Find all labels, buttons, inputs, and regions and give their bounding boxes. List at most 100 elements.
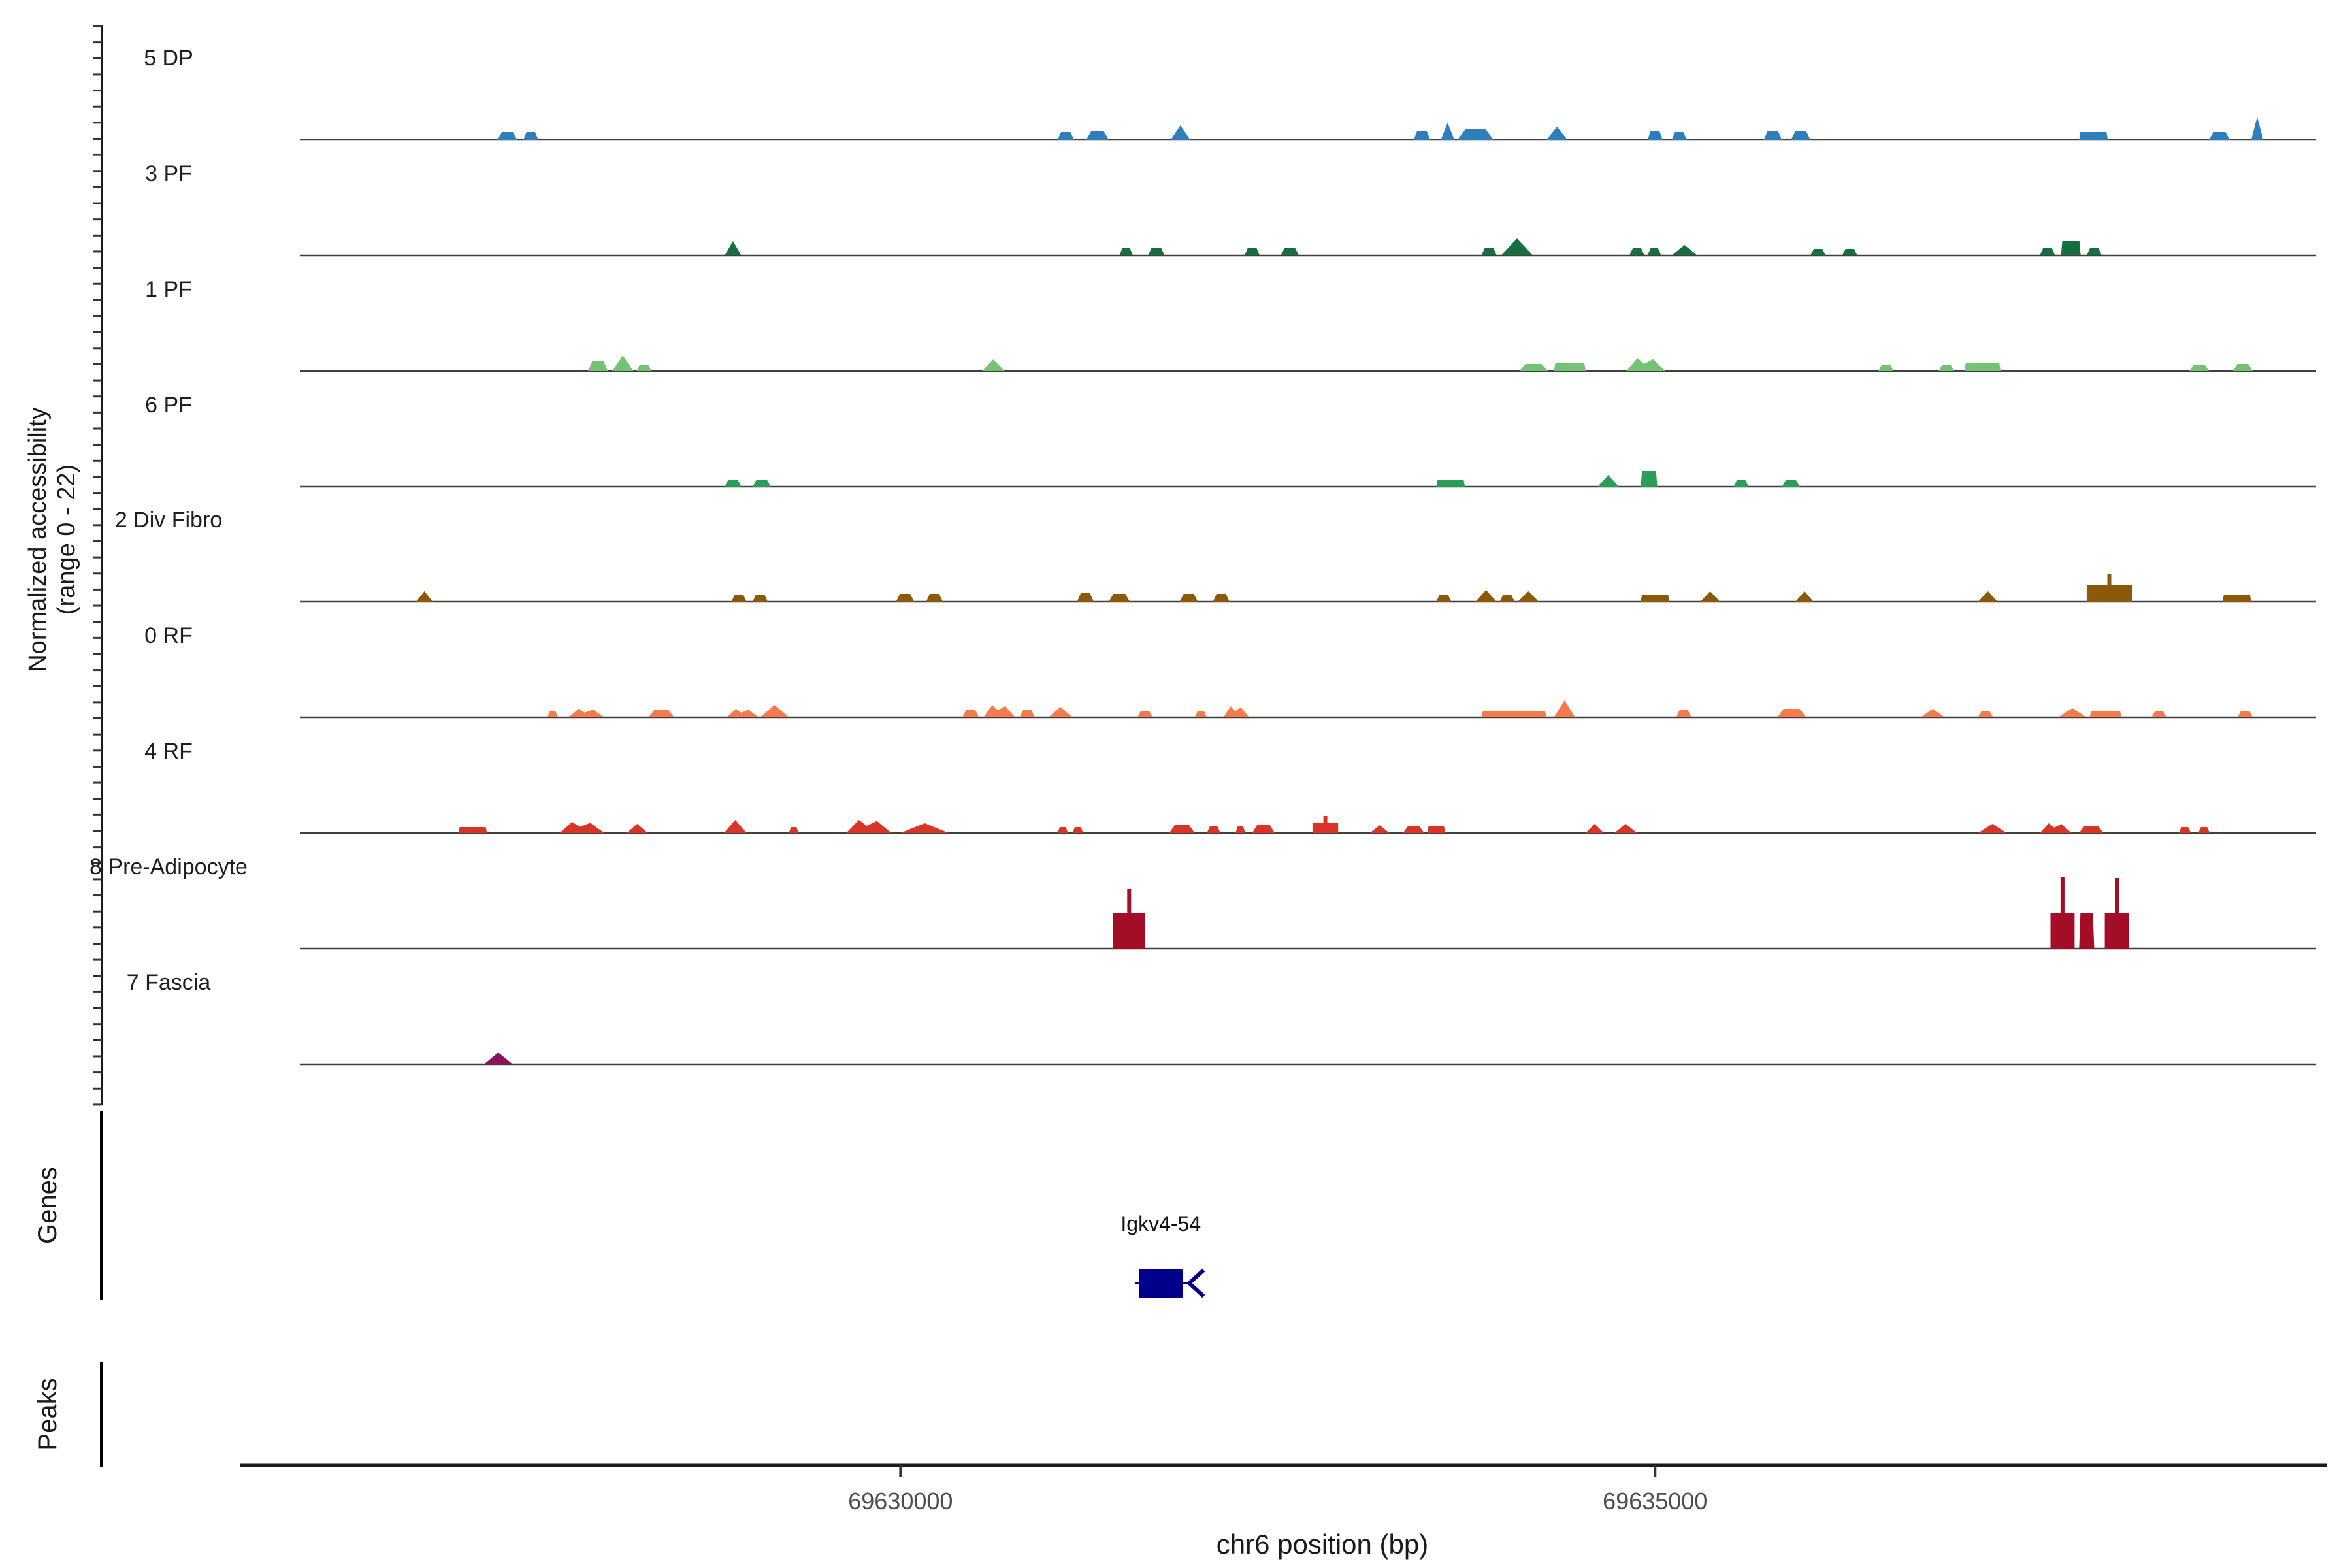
coverage-peak bbox=[1245, 248, 1260, 255]
coverage-peak bbox=[1499, 595, 1515, 602]
coverage-peak bbox=[1223, 706, 1249, 717]
coverage-peak bbox=[1920, 709, 1945, 717]
track-label-0: 5 DP bbox=[144, 46, 193, 71]
coverage-peak bbox=[1048, 707, 1073, 717]
y-axis-title-line2: (range 0 - 22) bbox=[53, 465, 80, 615]
x-axis-tick-label: 69635000 bbox=[1603, 1488, 1707, 1514]
coverage-peak bbox=[1207, 826, 1220, 833]
coverage-peak bbox=[1978, 591, 1998, 602]
track-label-7: 8 Pre-Adipocyte bbox=[90, 855, 248, 879]
coverage-peak bbox=[1519, 364, 1548, 371]
genes-section-label: Genes bbox=[33, 1167, 62, 1244]
coverage-peak bbox=[1810, 249, 1826, 255]
coverage-peak bbox=[2151, 711, 2167, 717]
coverage-peak bbox=[2058, 708, 2087, 717]
coverage-peak bbox=[753, 480, 771, 487]
coverage-peak bbox=[568, 709, 605, 717]
track-label-1: 3 PF bbox=[145, 161, 192, 186]
coverage-peak bbox=[1057, 132, 1074, 140]
coverage-peak bbox=[725, 241, 742, 255]
coverage-peak bbox=[1641, 471, 1658, 487]
coverage-peak bbox=[1148, 248, 1165, 255]
coverage-peak bbox=[1481, 711, 1546, 717]
coverage-peak bbox=[1626, 358, 1666, 371]
coverage-peak bbox=[2040, 248, 2055, 255]
coverage-peak bbox=[612, 355, 634, 371]
coverage-peak bbox=[1252, 825, 1275, 833]
coverage-peak bbox=[1137, 711, 1153, 717]
track-label-5: 0 RF bbox=[144, 623, 193, 648]
coverage-peak bbox=[1475, 590, 1497, 602]
coverage-peak bbox=[497, 132, 517, 140]
coverage-peak bbox=[1782, 480, 1800, 487]
track-label-4: 2 Div Fibro bbox=[115, 508, 222, 532]
coverage-peak bbox=[1441, 123, 1455, 140]
coverage-peak bbox=[523, 132, 538, 140]
track-label-6: 4 RF bbox=[144, 739, 193, 764]
coverage-peak bbox=[1614, 824, 1637, 833]
coverage-peak bbox=[1763, 131, 1782, 140]
coverage-peak bbox=[926, 594, 943, 602]
coverage-peak bbox=[2178, 827, 2191, 833]
coverage-peak bbox=[2198, 827, 2210, 833]
coverage-peak bbox=[1170, 125, 1190, 140]
coverage-peak bbox=[1733, 480, 1749, 487]
coverage-peak bbox=[1019, 710, 1035, 717]
coverage-peak bbox=[547, 711, 558, 717]
track-label-2: 1 PF bbox=[145, 277, 192, 302]
coverage-peak bbox=[1057, 827, 1068, 833]
coverage-peak bbox=[846, 820, 892, 833]
y-axis-title-line1: Normalized accessibility bbox=[24, 407, 52, 672]
coverage-peak bbox=[2233, 364, 2253, 371]
coverage-peak bbox=[2251, 117, 2264, 140]
coverage-peak bbox=[1179, 594, 1198, 602]
coverage-peak bbox=[1501, 238, 1533, 255]
coverage-peak bbox=[1554, 363, 1586, 371]
coverage-peak bbox=[1427, 826, 1446, 833]
coverage-peak bbox=[1109, 594, 1130, 602]
coverage-peak bbox=[1481, 248, 1497, 255]
coverage-peak bbox=[1413, 131, 1431, 140]
coverage-peak bbox=[2209, 132, 2230, 140]
x-axis-title: chr6 position (bp) bbox=[1217, 1529, 1429, 1560]
coverage-peak bbox=[1072, 827, 1083, 833]
coverage-peak bbox=[2189, 365, 2209, 371]
coverage-peak bbox=[1546, 127, 1568, 140]
coverage-peak bbox=[983, 705, 1015, 717]
coverage-peak bbox=[725, 480, 742, 487]
gene-box bbox=[1139, 1269, 1183, 1298]
coverage-peak bbox=[896, 594, 915, 602]
coverage-peak bbox=[1777, 709, 1806, 717]
coverage-peak bbox=[2061, 241, 2081, 255]
coverage-peak bbox=[588, 361, 608, 371]
coverage-peak bbox=[1077, 593, 1094, 602]
coverage-peak bbox=[1235, 826, 1246, 833]
coverage-peak bbox=[416, 591, 433, 602]
coverage-peak bbox=[1647, 248, 1661, 255]
coverage-peak bbox=[648, 710, 674, 717]
coverage-peak bbox=[1795, 591, 1814, 602]
coverage-peak bbox=[1964, 363, 2001, 371]
coverage-peak bbox=[789, 827, 799, 833]
coverage-peak bbox=[1113, 889, 1145, 949]
coverage-peak bbox=[753, 595, 768, 602]
coverage-peak bbox=[1169, 825, 1195, 833]
coverage-peak bbox=[1671, 245, 1697, 255]
coverage-peak bbox=[2079, 913, 2095, 949]
coverage-peak bbox=[1086, 131, 1109, 140]
coverage-peak bbox=[2086, 248, 2102, 255]
coverage-peak bbox=[2222, 595, 2251, 602]
coverage-peak bbox=[1586, 824, 1604, 833]
coverage-peak bbox=[1436, 595, 1452, 602]
coverage-peak bbox=[900, 823, 949, 833]
gene-label: Igkv4-54 bbox=[1120, 1212, 1201, 1235]
coverage-peak bbox=[2079, 132, 2108, 140]
coverage-peak bbox=[1676, 710, 1691, 717]
coverage-peak bbox=[559, 822, 605, 833]
coverage-peak bbox=[2089, 711, 2121, 717]
coverage-peak bbox=[2086, 574, 2132, 602]
coverage-peak bbox=[1978, 824, 2007, 833]
coverage-peak bbox=[962, 710, 979, 717]
coverage-peak bbox=[1878, 365, 1894, 371]
